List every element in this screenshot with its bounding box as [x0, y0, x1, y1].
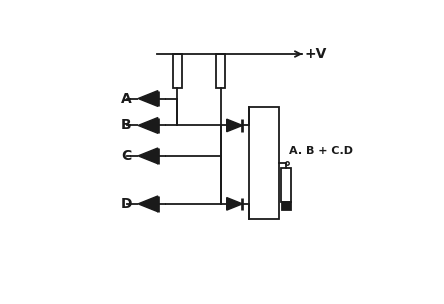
Polygon shape	[227, 119, 242, 132]
Text: A. B + C.D: A. B + C.D	[289, 146, 353, 156]
Bar	[249, 107, 279, 219]
Polygon shape	[138, 148, 158, 164]
Polygon shape	[227, 198, 242, 210]
Bar	[281, 202, 290, 210]
Text: +V: +V	[305, 47, 327, 61]
Text: B: B	[121, 119, 132, 133]
Bar	[281, 168, 291, 202]
Bar	[216, 54, 225, 88]
Bar	[173, 54, 182, 88]
Text: A: A	[121, 92, 132, 105]
Polygon shape	[138, 91, 158, 106]
Polygon shape	[138, 196, 158, 212]
Text: D: D	[121, 197, 133, 211]
Polygon shape	[138, 118, 158, 133]
Text: C: C	[121, 149, 131, 163]
